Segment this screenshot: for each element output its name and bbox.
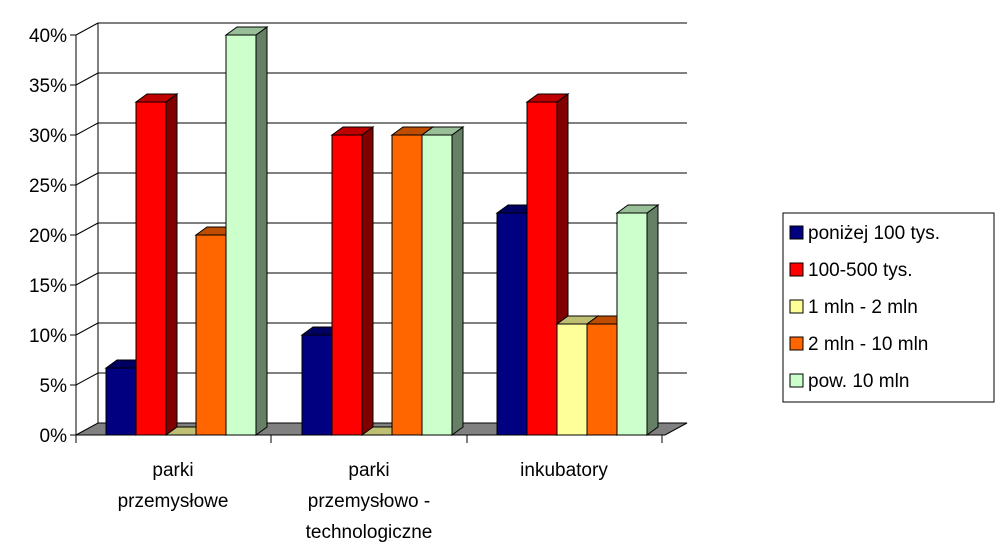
y-tick-labels: 0% 5% 10% 15% 20% 25% 30% 35% 40% <box>29 26 67 447</box>
y-tick-label: 0% <box>40 426 68 447</box>
legend-label: poniżej 100 tys. <box>808 223 940 244</box>
bar-side <box>165 93 178 436</box>
legend-swatch <box>789 225 804 240</box>
category-label: przemysłowe <box>118 491 229 512</box>
bar-top <box>420 126 465 136</box>
legend-swatch <box>789 262 804 277</box>
axes <box>70 23 663 443</box>
category-label: inkubatory <box>520 460 608 481</box>
gridline-side <box>75 372 99 386</box>
bars <box>104 26 660 436</box>
bar-top <box>224 26 269 36</box>
bar <box>224 26 269 436</box>
y-tick-label: 20% <box>29 226 67 247</box>
bar-front <box>556 323 588 436</box>
bar-front <box>586 323 618 436</box>
legend-label: 2 mln - 10 mln <box>808 334 928 355</box>
legend-swatch <box>789 336 804 351</box>
bar-front <box>391 134 423 436</box>
y-tick-label: 30% <box>29 126 67 147</box>
bar <box>420 126 465 436</box>
y-tick-label: 10% <box>29 326 67 347</box>
gridline-side <box>75 122 99 136</box>
bar-front <box>301 334 333 436</box>
category-labels: parki przemysłowe parki przemysłowo - techno… <box>118 460 609 543</box>
gridline-side <box>75 222 99 236</box>
gridline-side <box>75 322 99 336</box>
category-label: parki <box>348 460 389 481</box>
bar-front <box>135 101 167 436</box>
y-tick-label: 40% <box>29 26 67 47</box>
bar-front <box>616 212 648 436</box>
bar-front <box>526 101 558 436</box>
legend-box <box>782 212 995 403</box>
bar-side <box>646 204 659 436</box>
bar-front <box>331 134 363 436</box>
bar-side <box>255 26 268 436</box>
bar-top <box>615 204 660 214</box>
bar <box>134 93 179 436</box>
bar-top <box>134 93 179 103</box>
bar-front <box>105 367 137 436</box>
bar-side <box>451 126 464 436</box>
bar-top <box>525 93 570 103</box>
bar-front <box>496 212 528 436</box>
bar-front <box>195 234 227 436</box>
legend-swatch <box>789 373 804 388</box>
gridline-side <box>75 72 99 86</box>
y-tick-label: 35% <box>29 76 67 97</box>
category-label: technologiczne <box>306 522 433 543</box>
legend-label: 1 mln - 2 mln <box>808 297 918 318</box>
y-tick-label: 25% <box>29 176 67 197</box>
bar-front <box>421 134 453 436</box>
bar-top <box>330 126 375 136</box>
y-tick-label: 5% <box>40 376 68 397</box>
category-label: przemysłowo - <box>308 491 430 512</box>
bar-side <box>361 126 374 436</box>
bar <box>615 204 660 436</box>
legend-label: 100-500 tys. <box>808 260 913 281</box>
category-label: parki <box>152 460 193 481</box>
gridline-side <box>75 172 99 186</box>
bar <box>330 126 375 436</box>
legend-swatch <box>789 299 804 314</box>
gridline-side <box>75 22 99 36</box>
legend-label: pow. 10 mln <box>808 371 909 392</box>
gridline-side <box>75 272 99 286</box>
legend: poniżej 100 tys. 100-500 tys. 1 mln - 2 ml… <box>782 212 995 403</box>
bar-front <box>225 34 257 436</box>
y-tick-label: 15% <box>29 276 67 297</box>
